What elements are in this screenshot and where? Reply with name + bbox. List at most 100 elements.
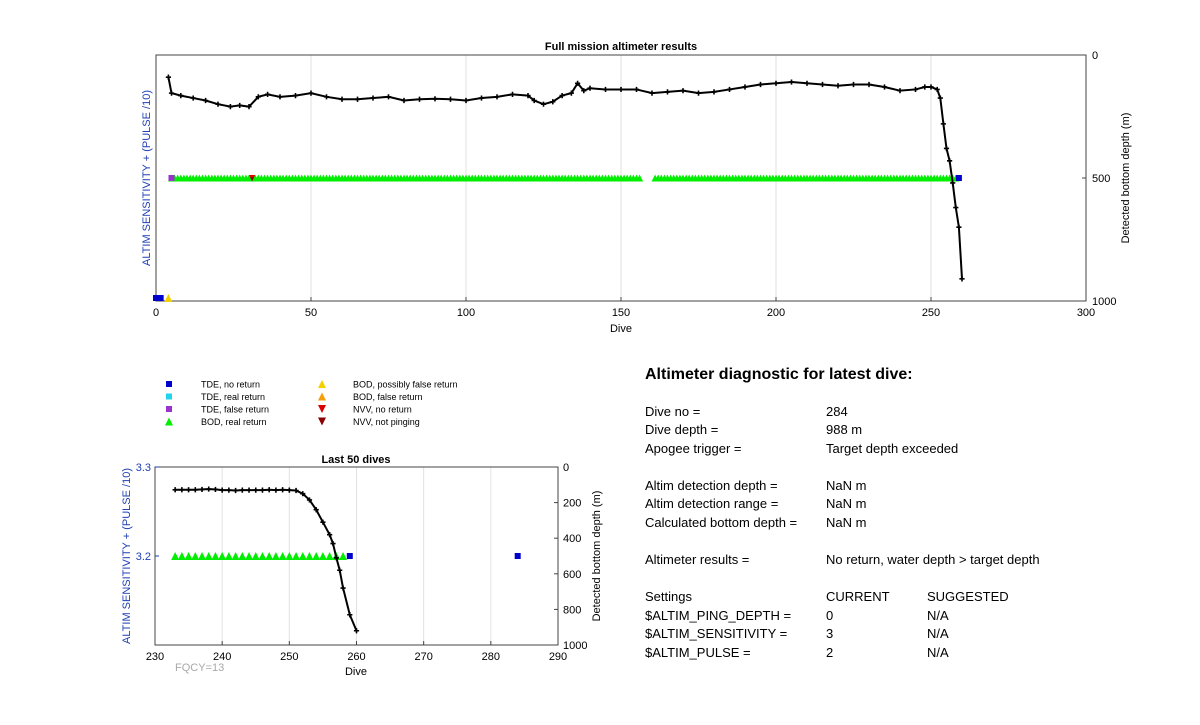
depth-marker <box>239 487 245 493</box>
altim-range-label: Altim detection range = <box>645 496 779 511</box>
bod-real-return-marker <box>211 552 220 560</box>
depth-marker <box>959 276 965 282</box>
depth-marker <box>277 94 283 100</box>
bottom-chart-x-ticks: 230 240 250 260 270 280 290 <box>146 641 567 663</box>
bottom-chart-xlabel: Dive <box>345 666 367 678</box>
depth-marker <box>478 95 485 101</box>
bod-real-return-marker <box>245 552 254 560</box>
depth-marker <box>695 90 702 96</box>
depth-marker <box>922 84 928 90</box>
depth-marker <box>819 81 826 88</box>
depth-marker <box>587 85 593 91</box>
top-chart-marks <box>153 74 965 302</box>
depth-marker <box>323 94 330 100</box>
y2-tick-label: 600 <box>563 569 581 581</box>
bod-real-return-marker <box>312 552 321 560</box>
depth-marker <box>581 88 587 94</box>
depth-marker <box>953 204 959 211</box>
depth-marker <box>956 224 962 230</box>
legend-marker <box>166 406 172 412</box>
altim-depth-label: Altim detection depth = <box>645 478 778 493</box>
depth-marker <box>265 91 271 97</box>
depth-marker <box>540 101 547 107</box>
tde-false-return-marker <box>168 175 175 181</box>
depth-marker <box>192 487 198 493</box>
top-chart-title: Full mission altimeter results <box>545 41 697 53</box>
bod-real-return-marker <box>271 552 280 560</box>
y2-tick-label: 1000 <box>1092 296 1116 308</box>
depth-marker <box>934 86 940 93</box>
depth-marker <box>742 84 748 90</box>
diagnostic-title: Altimeter diagnostic for latest dive: <box>645 366 913 383</box>
setting-current: 0 <box>826 608 834 623</box>
depth-marker <box>300 491 306 497</box>
dive-depth-label: Dive depth = <box>645 422 719 437</box>
legend-label: TDE, real return <box>201 392 265 402</box>
depth-marker <box>199 486 205 493</box>
depth-marker <box>550 99 556 105</box>
tde-no-return-marker <box>157 295 164 301</box>
results-label: Altimeter results = <box>645 552 750 567</box>
x-tick-label: 0 <box>153 307 159 319</box>
depth-marker <box>203 97 209 104</box>
depth-marker <box>293 487 299 494</box>
bottom-chart-y2label: Detected bottom depth (m) <box>591 491 603 622</box>
bod-real-return-marker <box>198 552 207 560</box>
last-50-dives-chart: Last 50 dives 230 240 250 260 270 280 290 3.23… <box>121 454 603 678</box>
legend-label: BOD, possibly false return <box>353 380 458 390</box>
legend-marker <box>318 392 326 401</box>
altim-depth-value: NaN m <box>826 478 867 493</box>
depth-marker <box>292 92 299 99</box>
top-chart-x-ticks: 0 50 100 150 200 250 300 <box>153 297 1095 319</box>
bod-real-return-marker <box>278 552 287 560</box>
y2-tick-label: 1000 <box>563 640 587 652</box>
depth-marker <box>937 95 943 101</box>
depth-marker <box>253 487 259 493</box>
top-chart-xlabel: Dive <box>610 323 632 335</box>
tde-no-return-marker <box>514 553 521 559</box>
top-chart-y2-ticks: 0 500 1000 <box>1082 50 1116 308</box>
settings-label: Settings <box>645 589 692 604</box>
legend-label: TDE, no return <box>201 380 260 390</box>
x-tick-label: 100 <box>457 307 475 319</box>
apogee-label: Apogee trigger = <box>645 441 742 456</box>
x-tick-label: 250 <box>280 651 298 663</box>
bod-real-return-marker <box>218 552 227 560</box>
depth-marker <box>306 497 313 503</box>
altim-range-value: NaN m <box>826 496 867 511</box>
setting-current: 3 <box>826 626 834 641</box>
depth-marker <box>340 585 346 591</box>
x-tick-label: 270 <box>414 651 432 663</box>
depth-marker <box>447 96 454 102</box>
current-label: CURRENT <box>826 589 890 604</box>
y2-tick-label: 500 <box>1092 173 1110 185</box>
depth-marker <box>172 487 178 493</box>
depth-marker <box>233 487 239 494</box>
depth-marker <box>185 487 192 493</box>
depth-marker <box>320 519 326 525</box>
y2-tick-label: 400 <box>563 533 581 545</box>
bod-real-return-marker <box>251 552 260 560</box>
legend-marker <box>166 393 172 400</box>
bod-real-return-marker <box>238 552 247 560</box>
y-tick-label: 3.2 <box>136 551 151 563</box>
depth-marker <box>897 88 903 94</box>
legend-marker <box>166 381 172 387</box>
apogee-value: Target depth exceeded <box>826 441 959 456</box>
top-chart-y2label: Detected bottom depth (m) <box>1120 113 1132 244</box>
setting-name: $ALTIM_PING_DEPTH = <box>645 608 792 623</box>
bod-real-return-marker <box>292 552 301 560</box>
depth-marker <box>385 94 392 100</box>
setting-name: $ALTIM_SENSITIVITY = <box>645 626 788 641</box>
depth-marker <box>354 96 361 102</box>
tde-no-return-marker <box>955 175 962 181</box>
y2-tick-label: 200 <box>563 498 581 510</box>
depth-marker <box>531 97 537 104</box>
bod-real-return-marker <box>636 174 644 182</box>
depth-marker <box>757 81 764 88</box>
depth-marker <box>286 487 292 493</box>
depth-marker <box>940 121 946 127</box>
depth-marker <box>190 95 196 101</box>
bottom-chart-y-ticks: 3.2 3.3 <box>136 462 159 563</box>
